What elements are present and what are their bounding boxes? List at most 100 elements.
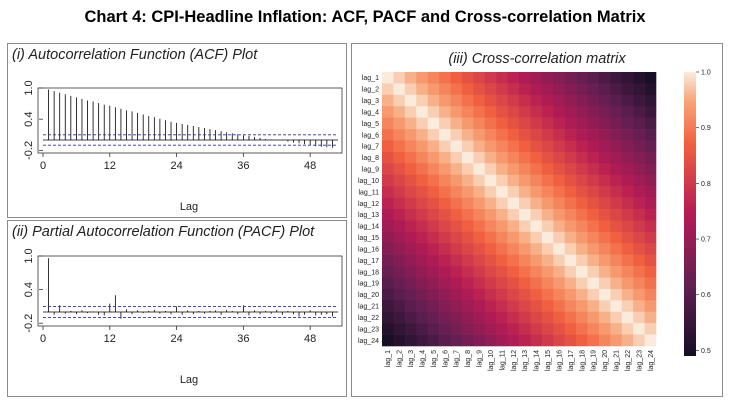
heatmap-cell (541, 186, 554, 198)
heatmap-cell (450, 323, 463, 335)
heatmap-cell (393, 323, 406, 335)
heatmap-row-label: lag_6 (362, 132, 379, 139)
heatmap-cell (416, 94, 428, 107)
heatmap-cell (507, 323, 520, 335)
heatmap-cell (484, 163, 497, 176)
heatmap-cell (427, 311, 440, 324)
heatmap-cell (519, 72, 531, 84)
heatmap-cell (393, 174, 406, 187)
heatmap-cell (507, 288, 520, 301)
heatmap-cell (564, 266, 577, 278)
heatmap-cell (644, 186, 657, 198)
heatmap-cell (473, 197, 486, 210)
heatmap-cell (519, 231, 531, 244)
heatmap-cell (484, 106, 497, 118)
heatmap-cell (393, 129, 406, 141)
heatmap-cell (519, 254, 531, 267)
heatmap-cell (416, 151, 428, 164)
heatmap-cell (416, 300, 428, 313)
pacf-xtick-label: 48 (304, 333, 316, 345)
heatmap-cell (496, 94, 508, 107)
heatmap-cell (450, 334, 463, 347)
heatmap-cell (644, 311, 657, 324)
heatmap-cell (507, 243, 520, 255)
heatmap-cell (564, 94, 577, 107)
heatmap-cell (393, 186, 406, 198)
heatmap-cell (564, 83, 577, 96)
heatmap-cell (519, 186, 531, 198)
heatmap-cell (598, 323, 611, 335)
heatmap-cell (473, 277, 486, 290)
heatmap-cell (530, 209, 543, 221)
heatmap-cell (541, 300, 554, 313)
heatmap-cell (450, 106, 463, 118)
heatmap-cell (507, 163, 520, 176)
heatmap-cell (564, 254, 577, 267)
heatmap-cell (473, 140, 486, 153)
heatmap-cell (439, 106, 451, 118)
heatmap-cell (541, 243, 554, 255)
heatmap-cell (621, 197, 634, 210)
heatmap-cell (416, 220, 428, 233)
heatmap-cell (598, 83, 611, 96)
heatmap-cell (484, 174, 497, 187)
heatmap-cell (576, 197, 588, 210)
heatmap-cell (530, 129, 543, 141)
heatmap-cell (644, 266, 657, 278)
heatmap-cell (427, 197, 440, 210)
heatmap-cell (587, 209, 600, 221)
heatmap-col-label: lag_8 (465, 350, 472, 367)
heatmap-cell (473, 83, 486, 96)
heatmap-cell (541, 311, 554, 324)
heatmap-cell (530, 197, 543, 210)
heatmap-cell (507, 334, 520, 347)
heatmap-cell (519, 94, 531, 107)
heatmap-cell (598, 220, 611, 233)
heatmap-cell (587, 186, 600, 198)
heatmap-cell (530, 220, 543, 233)
heatmap-cell (484, 220, 497, 233)
heatmap-cell (553, 231, 565, 244)
heatmap-cell (484, 197, 497, 210)
heatmap-cell (496, 209, 508, 221)
heatmap-cell (450, 174, 463, 187)
heatmap-cell (393, 163, 406, 176)
heatmap-cell (496, 72, 508, 84)
heatmap-cell (633, 243, 645, 255)
heatmap-cell (587, 197, 600, 210)
heatmap-cell (644, 220, 657, 233)
heatmap-cell (450, 209, 463, 221)
heatmap-cell (404, 243, 417, 255)
heatmap-cell (564, 72, 577, 84)
heatmap-cell (484, 254, 497, 267)
heatmap-cell (461, 300, 474, 313)
heatmap-cell (541, 197, 554, 210)
heatmap-cell (587, 94, 600, 107)
heatmap-cell (382, 106, 394, 118)
heatmap-cell (393, 83, 406, 96)
heatmap-cell (450, 243, 463, 255)
heatmap-cell (564, 300, 577, 313)
heatmap-cell (393, 197, 406, 210)
colorbar-tick-label: 0.5 (701, 348, 711, 355)
heatmap-cell (587, 311, 600, 324)
heatmap-row-label: lag_21 (358, 304, 379, 311)
heatmap-cell (382, 277, 394, 290)
heatmap-cell (610, 174, 623, 187)
heatmap-cell (541, 163, 554, 176)
heatmap-cell (519, 266, 531, 278)
heatmap-col-label: lag_13 (522, 350, 529, 371)
heatmap-cell (416, 129, 428, 141)
heatmap-cell (541, 323, 554, 335)
heatmap-row-label: lag_16 (358, 246, 379, 253)
heatmap-cell (553, 311, 565, 324)
heatmap-cell (621, 254, 634, 267)
heatmap-cell (553, 129, 565, 141)
heatmap-cell (519, 311, 531, 324)
heatmap-cell (416, 231, 428, 244)
heatmap-cell (427, 151, 440, 164)
heatmap-row-label: lag_14 (358, 224, 379, 231)
heatmap-cell (450, 72, 463, 84)
heatmap-cell (484, 209, 497, 221)
heatmap-row-label: lag_7 (362, 144, 379, 151)
